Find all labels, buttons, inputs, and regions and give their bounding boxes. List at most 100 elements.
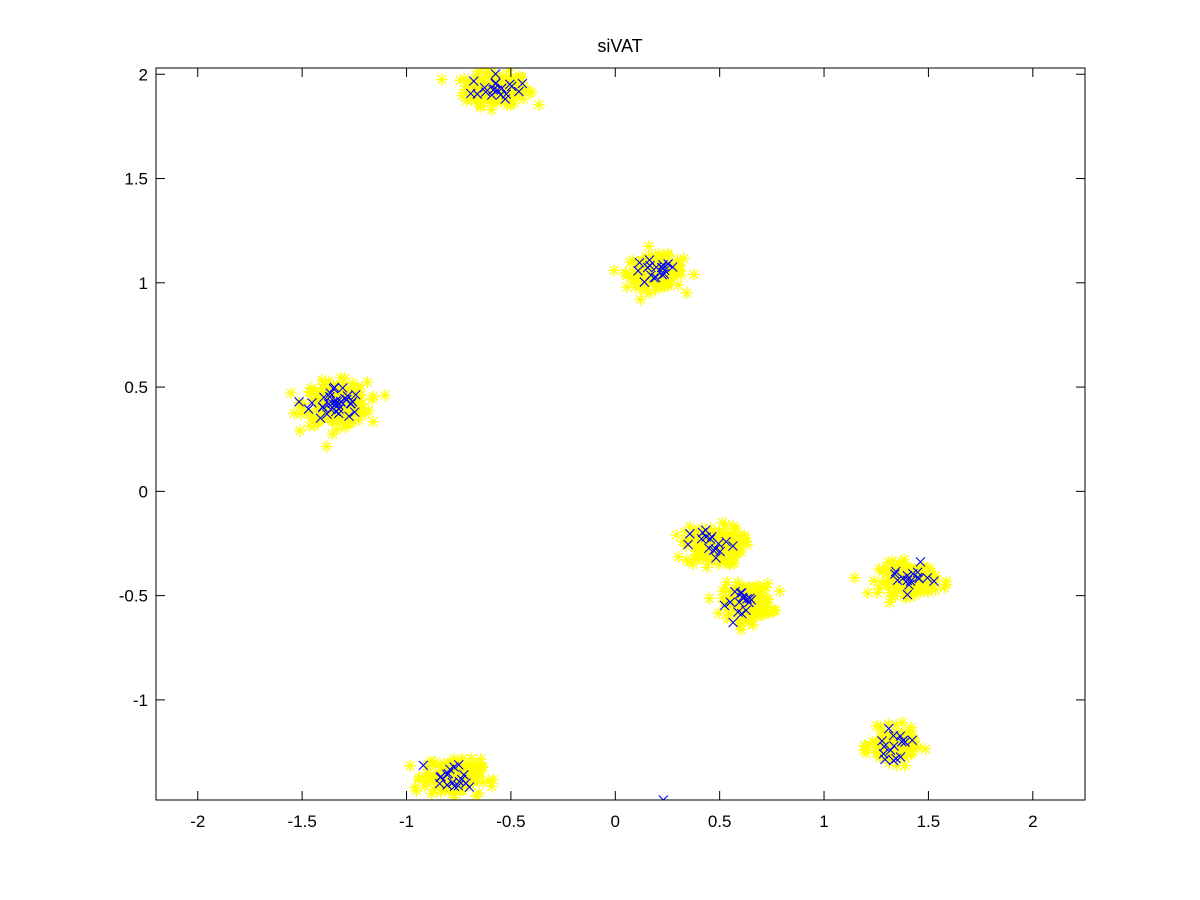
sampled-point-marker [650,272,661,283]
sampled-point-marker [294,396,304,407]
all-point-marker [886,555,899,568]
sampled-point-marker [719,600,730,611]
all-point-marker [773,585,786,598]
all-point-marker [634,293,647,306]
all-point-marker [471,68,484,78]
all-point-marker [410,784,423,797]
sampled-point-marker [683,539,693,550]
all-point-marker [362,404,375,417]
y-tick-label: 2 [139,65,148,84]
all-point-marker [870,719,883,732]
all-point-marker [889,740,902,753]
all-point-marker [700,561,713,574]
all-point-marker [483,774,496,787]
all-point-marker [645,249,658,262]
all-point-marker [734,619,747,632]
all-point-marker [378,389,391,402]
all-point-marker [700,553,713,566]
sampled-point-marker [303,404,314,414]
all-point-marker [361,376,374,389]
x-tick-label: -2 [190,812,205,831]
sampled-point-marker [333,408,344,419]
y-tick-label: -1 [133,691,148,710]
sampled-point-marker [331,395,342,406]
y-tick-label: -0.5 [119,587,148,606]
all-point-marker [676,535,689,548]
all-point-marker [502,68,515,77]
sampled-point-marker [330,406,341,417]
y-tick-label: 1 [139,274,148,293]
points-layer [284,68,953,800]
sampled-point-marker [329,382,340,393]
chart-title: siVAT [597,36,642,56]
sampled-point-marker [504,79,515,90]
all-point-marker [726,533,739,546]
all-point-marker [366,392,379,405]
sampled-point-marker [734,597,745,608]
sampled-point-marker [317,402,328,413]
sampled-point-marker [337,383,348,393]
all-point-marker [671,253,684,266]
all-point-marker [474,753,487,766]
all-point-marker [294,424,307,437]
all-point-marker [338,372,351,385]
sampled-point-marker [513,86,524,97]
x-tick-label: -1.5 [287,812,316,831]
all-point-marker [672,551,685,564]
all-point-marker [425,787,438,800]
sampled-point-marker [330,399,341,410]
all-point-marker [939,578,952,591]
all-point-marker [474,101,487,114]
sampled-point-marker [344,411,354,422]
all-point-marker [661,279,674,292]
x-tick-label: -0.5 [496,812,525,831]
sampled-point-marker [706,531,717,542]
sampled-point-marker [659,269,670,279]
all-point-marker [620,281,633,294]
all-point-marker [880,574,893,587]
all-point-marker [867,574,880,587]
sampled-point-marker [315,413,326,423]
all-point-marker [642,240,655,253]
all-point-marker [688,268,701,281]
all-point-marker [429,759,442,772]
all-point-marker [738,529,751,542]
x-tick-label: 0 [611,812,620,831]
sampled-point-marker [517,78,528,89]
all-point-marker [899,759,912,772]
all-point-marker [723,550,736,563]
sampled-point-marker [322,409,332,420]
sampled-point-marker [728,541,738,551]
sampled-point-marker [465,88,476,99]
all-point-marker [608,264,621,277]
x-tick-label: 2 [1028,812,1037,831]
all-point-marker [861,586,874,599]
sampled-point-marker [721,536,732,547]
sampled-point-marker [307,398,317,408]
sampled-point-marker [468,76,479,87]
sampled-point-marker [496,83,507,94]
all-point-marker [672,279,685,292]
sampled-point-marker [490,78,501,89]
all-point-marker [517,93,530,106]
all-point-marker [748,599,761,612]
all-point-marker [448,791,461,800]
all-point-marker [504,99,517,112]
y-tick-label: 1.5 [124,170,148,189]
all-point-marker [922,585,935,598]
all-point-marker [304,386,317,399]
all-point-marker [447,753,460,766]
all-point-marker [404,759,417,772]
all-point-marker [703,592,716,605]
all-point-marker [412,773,425,786]
all-point-marker [734,545,747,558]
sampled-point-marker [501,89,512,99]
sampled-point-marker [704,543,714,554]
sampled-point-marker [486,90,497,100]
all-point-marker [316,373,329,386]
all-point-marker [712,607,725,620]
y-tick-label: 0 [139,482,148,501]
all-point-marker [525,85,538,98]
